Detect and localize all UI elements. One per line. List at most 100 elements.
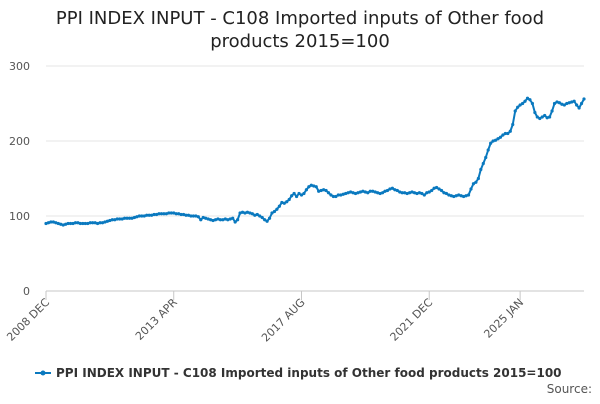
data-point[interactable] bbox=[523, 99, 527, 103]
data-point[interactable] bbox=[145, 213, 149, 217]
data-point[interactable] bbox=[162, 212, 166, 216]
data-point[interactable] bbox=[503, 131, 507, 136]
data-point[interactable] bbox=[572, 99, 576, 103]
data-point[interactable] bbox=[351, 191, 355, 195]
data-point[interactable] bbox=[412, 191, 417, 195]
data-point[interactable] bbox=[152, 212, 156, 217]
data-point[interactable] bbox=[341, 192, 345, 196]
data-point[interactable] bbox=[164, 212, 168, 216]
data-point[interactable] bbox=[260, 215, 264, 220]
data-point[interactable] bbox=[417, 191, 422, 195]
data-point[interactable] bbox=[516, 105, 520, 109]
data-point[interactable] bbox=[167, 211, 171, 215]
data-point[interactable] bbox=[103, 220, 107, 224]
data-point[interactable] bbox=[285, 200, 289, 204]
data-point[interactable] bbox=[565, 101, 569, 106]
data-point[interactable] bbox=[302, 191, 306, 196]
data-point[interactable] bbox=[435, 185, 439, 190]
data-point[interactable] bbox=[78, 221, 82, 226]
data-point[interactable] bbox=[280, 200, 284, 205]
data-point[interactable] bbox=[324, 188, 328, 193]
data-point[interactable] bbox=[508, 129, 512, 133]
data-point[interactable] bbox=[371, 189, 375, 193]
data-point[interactable] bbox=[51, 220, 55, 224]
data-point[interactable] bbox=[118, 217, 122, 221]
data-point[interactable] bbox=[255, 212, 259, 217]
data-point[interactable] bbox=[150, 213, 154, 217]
data-point[interactable] bbox=[95, 221, 100, 226]
data-point[interactable] bbox=[548, 115, 552, 119]
data-point[interactable] bbox=[346, 191, 350, 195]
data-point[interactable] bbox=[479, 167, 483, 172]
data-point[interactable] bbox=[560, 102, 564, 106]
data-point[interactable] bbox=[88, 221, 92, 225]
data-point[interactable] bbox=[452, 194, 456, 199]
data-point[interactable] bbox=[570, 100, 574, 104]
data-point[interactable] bbox=[314, 185, 318, 189]
data-point[interactable] bbox=[550, 109, 554, 113]
data-point[interactable] bbox=[403, 191, 407, 195]
data-point[interactable] bbox=[530, 101, 535, 106]
data-point[interactable] bbox=[535, 115, 539, 119]
data-point[interactable] bbox=[513, 109, 517, 113]
data-point[interactable] bbox=[398, 190, 402, 194]
data-point[interactable] bbox=[405, 191, 409, 196]
data-point[interactable] bbox=[422, 193, 426, 197]
data-point[interactable] bbox=[228, 217, 232, 221]
data-point[interactable] bbox=[575, 103, 579, 107]
data-point[interactable] bbox=[425, 191, 429, 195]
data-point[interactable] bbox=[501, 133, 505, 137]
data-point[interactable] bbox=[282, 201, 286, 205]
data-point[interactable] bbox=[439, 188, 444, 193]
data-point[interactable] bbox=[140, 214, 144, 218]
data-point[interactable] bbox=[552, 101, 557, 106]
data-point[interactable] bbox=[319, 188, 323, 193]
data-point[interactable] bbox=[543, 113, 547, 118]
data-point[interactable] bbox=[81, 221, 85, 226]
data-point[interactable] bbox=[157, 212, 161, 216]
data-point[interactable] bbox=[486, 148, 490, 152]
data-point[interactable] bbox=[363, 190, 367, 194]
data-point[interactable] bbox=[297, 191, 301, 196]
data-point[interactable] bbox=[184, 213, 188, 217]
data-point[interactable] bbox=[520, 101, 525, 106]
data-point[interactable] bbox=[388, 187, 392, 191]
data-point[interactable] bbox=[353, 191, 358, 196]
data-point[interactable] bbox=[469, 187, 473, 191]
data-point[interactable] bbox=[336, 193, 340, 197]
data-point[interactable] bbox=[44, 221, 48, 226]
data-point[interactable] bbox=[442, 191, 446, 195]
data-point[interactable] bbox=[326, 191, 331, 195]
data-point[interactable] bbox=[83, 221, 87, 226]
data-point[interactable] bbox=[420, 191, 424, 196]
data-point[interactable] bbox=[378, 191, 382, 196]
data-point[interactable] bbox=[211, 218, 215, 223]
data-point[interactable] bbox=[493, 138, 498, 142]
data-point[interactable] bbox=[287, 197, 291, 202]
data-point[interactable] bbox=[415, 191, 419, 196]
data-point[interactable] bbox=[76, 221, 80, 225]
data-point[interactable] bbox=[393, 188, 397, 192]
data-point[interactable] bbox=[59, 222, 63, 226]
data-point[interactable] bbox=[98, 221, 102, 225]
data-point[interactable] bbox=[186, 213, 191, 217]
data-point[interactable] bbox=[299, 193, 304, 197]
data-point[interactable] bbox=[555, 100, 559, 104]
data-point[interactable] bbox=[395, 188, 399, 193]
data-point[interactable] bbox=[339, 193, 343, 197]
data-point[interactable] bbox=[329, 193, 333, 197]
data-point[interactable] bbox=[275, 207, 279, 211]
data-point[interactable] bbox=[213, 218, 218, 222]
data-point[interactable] bbox=[93, 221, 97, 225]
data-point[interactable] bbox=[248, 211, 252, 215]
data-point[interactable] bbox=[459, 194, 463, 198]
data-point[interactable] bbox=[484, 155, 488, 160]
data-point[interactable] bbox=[457, 193, 461, 197]
data-point[interactable] bbox=[498, 135, 503, 139]
data-point[interactable] bbox=[56, 221, 60, 226]
data-point[interactable] bbox=[130, 216, 134, 220]
data-point[interactable] bbox=[466, 193, 471, 197]
data-point[interactable] bbox=[307, 185, 311, 189]
data-point[interactable] bbox=[496, 137, 500, 141]
data-point[interactable] bbox=[208, 218, 213, 222]
